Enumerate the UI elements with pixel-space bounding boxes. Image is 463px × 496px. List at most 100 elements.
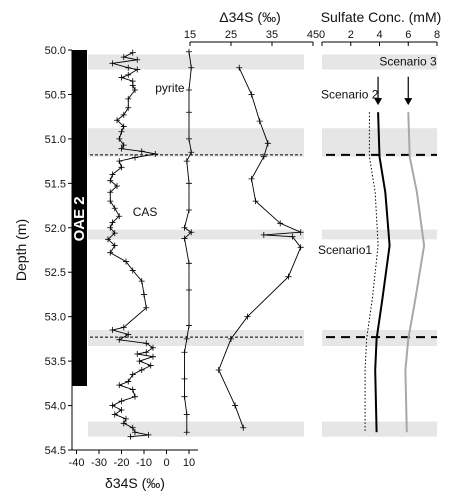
depth-tick-label: 53.5: [45, 356, 66, 368]
series-pyrite-point: [125, 331, 132, 338]
grey-band-left: [88, 421, 304, 437]
series-pyrite-point: [129, 49, 136, 56]
series-cas-point: [186, 48, 192, 55]
oae2-bar: [72, 50, 87, 386]
series-pyrite-point: [116, 382, 123, 389]
series-pyrite-point: [109, 60, 116, 67]
series-pyrite-point: [132, 87, 138, 93]
depth-tick-label: 50.5: [45, 89, 66, 101]
grey-band-left: [88, 330, 304, 346]
label-scenario-2: Scenario 2: [321, 87, 379, 101]
series-pyrite-point: [145, 431, 152, 438]
series-pyrite-point: [118, 164, 125, 171]
series-pyrite-point: [129, 424, 136, 431]
series-pyrite-line: [107, 52, 156, 438]
label-cas: CAS: [133, 205, 158, 219]
scenario-arrow-head: [404, 98, 413, 106]
delta34s-tick-label: -10: [136, 457, 152, 469]
series-Delta34s-point: [244, 313, 251, 320]
series-cas-point: [186, 109, 192, 116]
axes: OAE 2 50.0 50.5 51.0 51.5 52.0 52.5 53.0 53.5 54.…: [13, 9, 441, 491]
series-scenario1-line: [364, 112, 379, 433]
series-pyrite-point: [138, 148, 145, 155]
series-Delta34s-point: [240, 424, 247, 431]
depth-tick-label: 54.5: [45, 445, 66, 457]
grey-band-left: [88, 54, 304, 70]
series-Delta34s-point: [256, 118, 263, 125]
sulfate-axis-title: Sulfate Conc. (mM): [321, 9, 442, 25]
series-cas-point: [183, 429, 190, 436]
series-cas-point: [188, 229, 195, 236]
series-pyrite-point: [143, 340, 150, 347]
series-pyrite-point: [120, 420, 127, 427]
series-Delta34s-point: [277, 220, 284, 227]
sulfate-tick-label: 2: [348, 29, 354, 41]
grey-band-right: [322, 54, 437, 70]
series-cas-point: [186, 135, 192, 142]
series-pyrite-point: [120, 111, 127, 118]
data-marks: [105, 48, 426, 440]
series-Delta34s-point: [264, 140, 271, 147]
series-pyrite-point: [116, 336, 123, 343]
series-cas-point: [183, 158, 190, 165]
series-Delta34s-point: [260, 231, 267, 238]
series-cas-point: [181, 349, 188, 356]
series-Delta34s-line: [218, 67, 302, 428]
label-pyrite: pyrite: [155, 81, 185, 95]
grey-band-right: [322, 421, 437, 437]
series-cas-point: [186, 260, 192, 267]
series-pyrite-point: [120, 324, 127, 331]
series-pyrite-point: [120, 54, 127, 61]
series-pyrite-point: [125, 104, 132, 111]
depth-tick-label: 52.5: [45, 267, 66, 279]
series-pyrite-point: [107, 224, 114, 231]
series-scenario-2-line: [374, 112, 391, 433]
series-cas-point: [186, 180, 192, 187]
series-scenario-3-line: [404, 112, 426, 433]
series-pyrite-point: [129, 267, 136, 274]
series-pyrite-point: [111, 242, 118, 249]
Delta34s-tick-label: 35: [266, 29, 278, 41]
delta34s-tick-label: -40: [69, 457, 85, 469]
delta34s-axis-title: δ34S (‰): [105, 475, 165, 491]
series-pyrite-point: [132, 154, 138, 161]
series-pyrite-point: [129, 371, 136, 378]
series-pyrite-point: [120, 142, 127, 149]
series-pyrite-point: [111, 411, 118, 418]
series-pyrite-point: [136, 358, 143, 365]
depth-tick-label: 50.0: [45, 45, 66, 57]
grey-band-left: [88, 128, 304, 157]
series-pyrite-point: [125, 71, 132, 78]
series-pyrite-point: [143, 304, 150, 311]
delta34s-tick-label: 10: [183, 457, 195, 469]
series-pyrite-point: [129, 386, 136, 393]
series-Delta34s-point: [248, 91, 255, 98]
series-Delta34s-point: [215, 367, 222, 373]
series-pyrite-point: [123, 258, 129, 265]
series-pyrite-point: [116, 158, 123, 165]
series-Delta34s-point: [297, 244, 304, 251]
series-Delta34s-point: [248, 175, 255, 182]
series-pyrite-point: [141, 291, 147, 298]
series-pyrite-point: [150, 344, 156, 351]
series-pyrite-point: [125, 64, 132, 71]
series-pyrite-point: [116, 135, 123, 142]
series-cas-point: [183, 335, 190, 342]
depth-axis-title: Depth (m): [13, 219, 29, 281]
series-pyrite-point: [134, 56, 141, 63]
delta34s-tick-label: -30: [91, 457, 107, 469]
depth-tick-label: 52.0: [45, 223, 66, 235]
series-Delta34s-point: [236, 64, 243, 71]
series-pyrite-point: [118, 145, 125, 152]
sulfate-tick-label: 6: [405, 29, 411, 41]
series-cas-point: [186, 322, 192, 329]
series-pyrite-point: [147, 362, 154, 369]
scenario-arrow-head: [374, 98, 383, 106]
series-pyrite-point: [123, 415, 129, 422]
series-pyrite-point: [125, 378, 132, 385]
series-cas-point: [181, 393, 188, 400]
sulfate-tick-label: 0: [319, 29, 325, 41]
series-pyrite-point: [134, 351, 141, 357]
series-pyrite-point: [109, 171, 116, 178]
